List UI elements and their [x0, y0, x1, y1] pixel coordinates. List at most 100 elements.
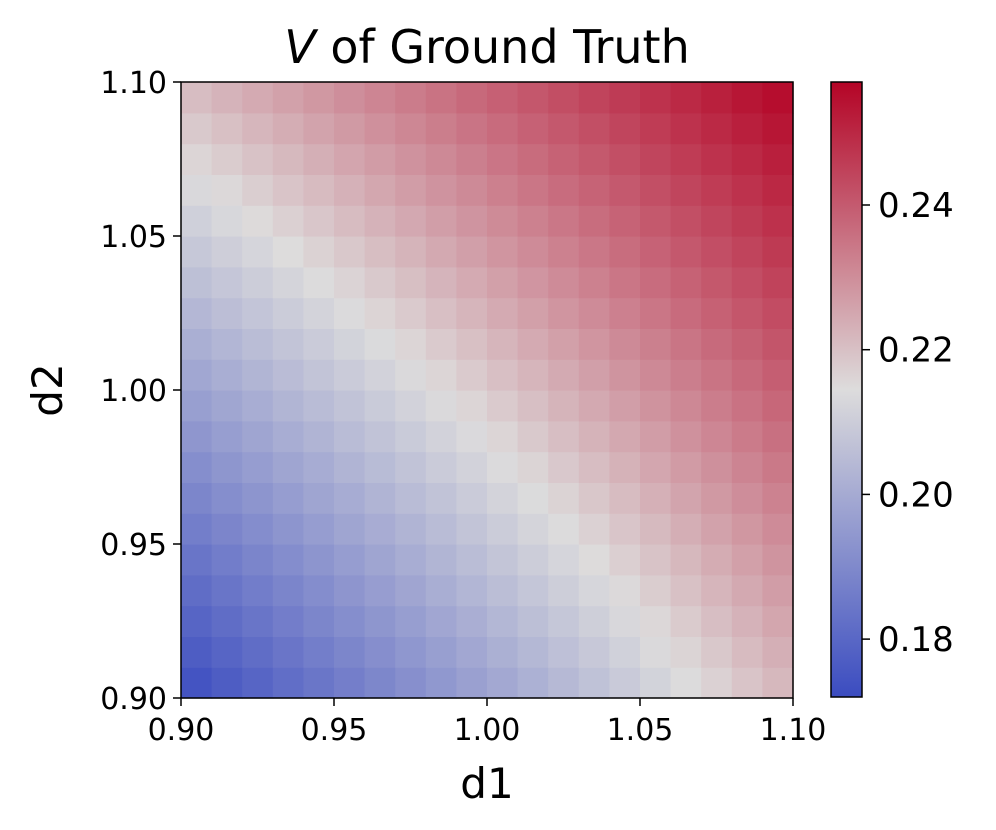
heatmap-cell	[425, 574, 457, 607]
heatmap-cell	[334, 143, 366, 175]
heatmap-cell	[303, 390, 335, 422]
heatmap-cell	[701, 174, 733, 206]
heatmap-cell	[303, 574, 335, 607]
heatmap-cell	[334, 482, 366, 514]
heatmap-cell	[395, 420, 427, 453]
heatmap-cell	[425, 266, 457, 299]
heatmap-cell	[272, 390, 304, 422]
heatmap-cell	[731, 82, 763, 114]
heatmap-cell	[272, 513, 304, 545]
heatmap-cell	[517, 667, 549, 699]
heatmap-cell	[242, 482, 274, 514]
heatmap-cell	[181, 390, 213, 422]
heatmap-cell	[211, 266, 243, 299]
heatmap-cell	[578, 544, 610, 576]
heatmap-cell	[517, 605, 549, 637]
heatmap-cell	[364, 205, 396, 237]
heatmap-cell	[487, 390, 519, 422]
heatmap-cell	[395, 574, 427, 607]
heatmap-cell	[242, 297, 274, 329]
heatmap-cell	[487, 544, 519, 576]
heatmap-cell	[517, 143, 549, 175]
heatmap-cell	[272, 266, 304, 299]
heatmap-cell	[517, 112, 549, 145]
heatmap-cell	[211, 482, 243, 514]
heatmap-cell	[762, 359, 794, 391]
heatmap-cell	[181, 297, 213, 329]
heatmap-cell	[762, 143, 794, 175]
heatmap-cell	[578, 359, 610, 391]
heatmap-cell	[731, 667, 763, 699]
heatmap-cell	[731, 390, 763, 422]
heatmap-cell	[670, 112, 702, 145]
heatmap-cell	[517, 513, 549, 545]
heatmap-cell	[609, 574, 641, 607]
heatmap-cell	[762, 236, 794, 268]
heatmap-cell	[609, 328, 641, 360]
x-tick-label: 0.95	[301, 713, 368, 748]
heatmap-cell	[364, 574, 396, 607]
heatmap-cell	[731, 236, 763, 268]
heatmap-cell	[701, 390, 733, 422]
heatmap-cell	[395, 236, 427, 268]
heatmap-cell	[395, 143, 427, 175]
heatmap-cell	[425, 544, 457, 576]
heatmap-cell	[701, 513, 733, 545]
heatmap-cell	[425, 205, 457, 237]
heatmap-cell	[578, 574, 610, 607]
heatmap-cell	[364, 143, 396, 175]
heatmap-cell	[242, 451, 274, 483]
colorbar-tick-label: 0.22	[878, 331, 954, 371]
heatmap-cell	[640, 420, 672, 453]
heatmap-cell	[211, 359, 243, 391]
heatmap-cell	[425, 636, 457, 668]
heatmap-cell	[670, 420, 702, 453]
heatmap-cell	[364, 297, 396, 329]
heatmap-cell	[242, 266, 274, 299]
heatmap-cell	[364, 359, 396, 391]
heatmap-cell	[548, 328, 580, 360]
heatmap-cell	[487, 513, 519, 545]
heatmap-cell	[487, 451, 519, 483]
heatmap-cell	[548, 82, 580, 114]
heatmap-cell	[211, 605, 243, 637]
heatmap-cell	[609, 359, 641, 391]
heatmap-cell	[334, 605, 366, 637]
heatmap-cell	[242, 205, 274, 237]
heatmap-cell	[242, 420, 274, 453]
heatmap-cell	[701, 605, 733, 637]
heatmap-cell	[334, 266, 366, 299]
heatmap-cell	[640, 297, 672, 329]
heatmap-cell	[364, 174, 396, 206]
heatmap-cell	[364, 636, 396, 668]
y-axis-ticks: 0.90 0.95 1.00 1.05 1.10	[100, 66, 181, 717]
heatmap-cell	[640, 544, 672, 576]
heatmap-cell	[181, 143, 213, 175]
heatmap-cell	[548, 266, 580, 299]
heatmap-cell	[762, 112, 794, 145]
heatmap-cell	[517, 359, 549, 391]
heatmap-cell	[731, 636, 763, 668]
heatmap-cell	[670, 82, 702, 114]
heatmap-cell	[578, 174, 610, 206]
colorbar-ticks: 0.18 0.20 0.22 0.24	[862, 186, 954, 660]
heatmap-cell	[395, 451, 427, 483]
heatmap-cell	[762, 297, 794, 329]
heatmap-cell	[242, 667, 274, 699]
heatmap-cell	[242, 143, 274, 175]
heatmap-cell	[272, 297, 304, 329]
heatmap-cell	[670, 513, 702, 545]
heatmap-cell	[395, 82, 427, 114]
heatmap-cell	[303, 143, 335, 175]
heatmap-cell	[517, 328, 549, 360]
heatmap-cell	[578, 112, 610, 145]
heatmap-cell	[456, 482, 488, 514]
heatmap-cell	[487, 359, 519, 391]
heatmap-cell	[609, 667, 641, 699]
heatmap-cell	[181, 544, 213, 576]
heatmap-cell	[211, 544, 243, 576]
heatmap-cell	[181, 513, 213, 545]
heatmap-cell	[517, 266, 549, 299]
heatmap-cell	[456, 359, 488, 391]
